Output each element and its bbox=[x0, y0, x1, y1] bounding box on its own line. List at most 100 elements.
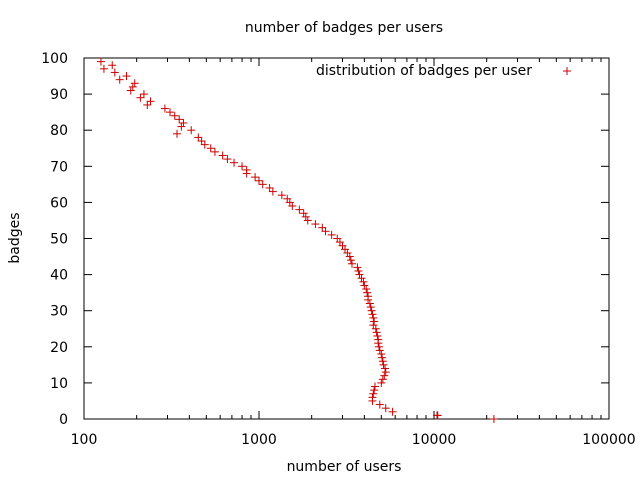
data-point bbox=[378, 353, 387, 362]
y-tick-label: 80 bbox=[50, 123, 68, 139]
chart-title: number of badges per users bbox=[245, 20, 443, 36]
data-point bbox=[378, 357, 387, 366]
y-tick-label: 30 bbox=[50, 304, 68, 320]
x-tick-label: 1000 bbox=[241, 432, 277, 448]
data-point bbox=[327, 230, 336, 239]
data-point bbox=[489, 415, 498, 423]
y-tick-label: 50 bbox=[50, 232, 68, 248]
data-point bbox=[223, 155, 232, 164]
x-tick-label: 10000 bbox=[412, 432, 457, 448]
data-point bbox=[179, 118, 188, 127]
data-point bbox=[360, 281, 369, 290]
y-tick-label: 60 bbox=[50, 195, 68, 211]
data-point bbox=[370, 382, 379, 391]
y-tick-label: 100 bbox=[41, 51, 68, 67]
data-point bbox=[354, 266, 363, 275]
data-point bbox=[377, 378, 386, 387]
data-point bbox=[160, 104, 169, 113]
data-point bbox=[378, 375, 387, 384]
data-point bbox=[363, 288, 372, 297]
y-tick-label: 90 bbox=[50, 87, 68, 103]
data-point bbox=[218, 151, 227, 160]
data-point bbox=[238, 162, 247, 171]
data-point bbox=[197, 137, 206, 146]
data-point bbox=[200, 140, 209, 149]
data-point bbox=[255, 176, 263, 185]
data-point bbox=[375, 400, 384, 409]
data-point bbox=[318, 223, 327, 232]
data-point bbox=[370, 386, 379, 395]
data-point bbox=[265, 183, 274, 192]
data-point bbox=[364, 292, 373, 301]
data-point bbox=[173, 129, 182, 138]
y-tick-label: 0 bbox=[59, 412, 68, 428]
data-points bbox=[96, 57, 498, 423]
legend: distribution of badges per user bbox=[316, 63, 571, 79]
data-point bbox=[375, 346, 384, 355]
data-point bbox=[99, 64, 108, 73]
data-point bbox=[381, 404, 390, 413]
data-point bbox=[115, 75, 124, 84]
data-point bbox=[96, 57, 105, 66]
data-point bbox=[432, 411, 441, 420]
data-point bbox=[368, 393, 377, 402]
data-point bbox=[333, 234, 342, 243]
data-point bbox=[126, 86, 135, 95]
data-point bbox=[321, 227, 330, 236]
y-tick-label: 70 bbox=[50, 159, 68, 175]
data-point bbox=[136, 93, 145, 102]
data-point bbox=[379, 360, 388, 369]
data-point bbox=[357, 274, 366, 283]
data-point bbox=[277, 191, 286, 200]
data-point bbox=[388, 407, 397, 416]
data-point bbox=[370, 317, 379, 326]
data-point bbox=[165, 108, 174, 117]
data-point bbox=[177, 122, 186, 131]
data-point bbox=[122, 72, 131, 81]
data-point bbox=[146, 97, 155, 106]
data-point bbox=[374, 335, 383, 344]
data-point bbox=[283, 194, 292, 203]
data-point bbox=[187, 126, 196, 135]
data-point bbox=[353, 263, 362, 272]
data-point bbox=[359, 277, 368, 286]
x-axis-ticks: 100 1000 10000 100000 bbox=[71, 58, 636, 448]
data-point bbox=[108, 61, 117, 70]
legend-marker bbox=[563, 67, 571, 75]
data-point bbox=[242, 165, 251, 174]
y-tick-label: 40 bbox=[50, 268, 68, 284]
y-tick-label: 10 bbox=[50, 376, 68, 392]
data-point bbox=[380, 371, 389, 380]
data-point bbox=[348, 259, 357, 268]
data-point bbox=[373, 331, 382, 340]
data-point bbox=[372, 328, 381, 337]
legend-marker-plus bbox=[563, 67, 571, 75]
data-point bbox=[258, 180, 267, 189]
data-point bbox=[377, 350, 386, 359]
data-point bbox=[375, 342, 384, 351]
data-point bbox=[175, 115, 184, 124]
data-point bbox=[355, 270, 364, 279]
data-point bbox=[251, 173, 260, 182]
data-point bbox=[110, 68, 119, 77]
x-tick-label: 100000 bbox=[582, 432, 635, 448]
data-point bbox=[367, 306, 376, 315]
data-point bbox=[368, 310, 377, 319]
y-axis-ticks: 0 10 20 30 40 50 60 70 80 90 100 bbox=[41, 51, 609, 428]
plot-area bbox=[83, 57, 610, 420]
data-point bbox=[311, 220, 320, 229]
data-point bbox=[301, 212, 310, 221]
data-point bbox=[369, 389, 378, 398]
x-axis-label: number of users bbox=[287, 459, 402, 475]
data-point bbox=[143, 100, 152, 109]
data-point bbox=[206, 144, 215, 153]
x-tick-label: 100 bbox=[71, 432, 98, 448]
data-point bbox=[362, 285, 371, 294]
data-point bbox=[381, 368, 390, 377]
data-point bbox=[303, 216, 312, 225]
data-point bbox=[210, 147, 219, 156]
data-point bbox=[369, 321, 378, 330]
data-point bbox=[230, 158, 239, 167]
data-point bbox=[381, 364, 390, 373]
